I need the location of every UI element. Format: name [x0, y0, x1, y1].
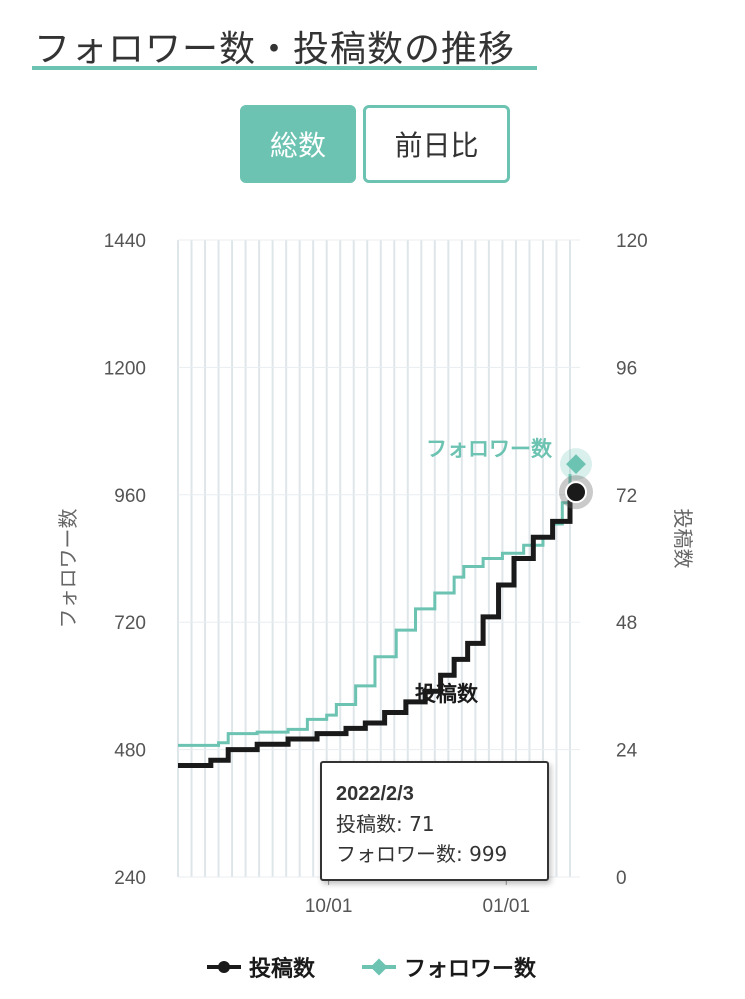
followers-series-line	[178, 474, 572, 747]
tooltip-posts: 投稿数: 71	[336, 812, 435, 836]
right-axis-tick-label: 0	[616, 868, 627, 889]
right-axis-title: 投稿数	[671, 509, 695, 569]
legend-posts-label: 投稿数	[249, 957, 316, 982]
legend-item-followers[interactable]: フォロワー数	[360, 950, 536, 984]
legend-followers-marker-icon	[362, 958, 396, 976]
legend-posts-marker-icon	[207, 961, 241, 973]
left-axis-tick-label: 480	[114, 741, 146, 762]
tooltip-followers: フォロワー数: 999	[336, 842, 508, 866]
left-axis-tick-label: 240	[114, 868, 146, 889]
total-toggle-button[interactable]: 総数	[240, 105, 356, 183]
right-axis-tick-label: 24	[616, 741, 638, 762]
legend-item-posts[interactable]: 投稿数	[205, 950, 315, 984]
x-axis-tick-label: 10/01	[305, 896, 353, 917]
right-axis-tick-label: 96	[616, 358, 637, 379]
chart-axes: 240 480 720 960 1200 1440 0 24 48 72 96 120 10/01 01/…	[56, 231, 695, 917]
followers-series-label: フォロワー数	[426, 437, 553, 461]
chart-legend: 投稿数 フォロワー数	[0, 950, 745, 984]
right-axis-tick-label: 72	[616, 486, 637, 507]
left-axis-tick-label: 1200	[104, 358, 146, 379]
posts-series-line	[178, 500, 573, 769]
right-axis-tick-label: 48	[616, 613, 637, 634]
x-axis-tick-label: 01/01	[483, 896, 531, 917]
daily-change-toggle-button[interactable]: 前日比	[363, 105, 510, 183]
title-underline	[32, 66, 537, 70]
left-axis-tick-label: 960	[114, 486, 146, 507]
followers-point-marker	[566, 454, 586, 474]
tooltip-date: 2022/2/3	[336, 783, 414, 805]
left-axis-tick-label: 720	[114, 613, 146, 634]
posts-series-label: 投稿数	[415, 682, 479, 706]
right-axis-tick-label: 120	[616, 231, 648, 252]
posts-point-marker	[565, 481, 587, 504]
chart-tooltip: 2022/2/3 投稿数: 71 フォロワー数: 999	[320, 761, 549, 881]
left-axis-title: フォロワー数	[56, 509, 80, 629]
chart-header: フォロワー数・投稿数の推移	[32, 14, 537, 72]
page-title: フォロワー数・投稿数の推移	[34, 29, 516, 70]
left-axis-tick-label: 1440	[104, 231, 146, 252]
legend-followers-label: フォロワー数	[404, 957, 537, 982]
chart-series	[178, 448, 593, 769]
